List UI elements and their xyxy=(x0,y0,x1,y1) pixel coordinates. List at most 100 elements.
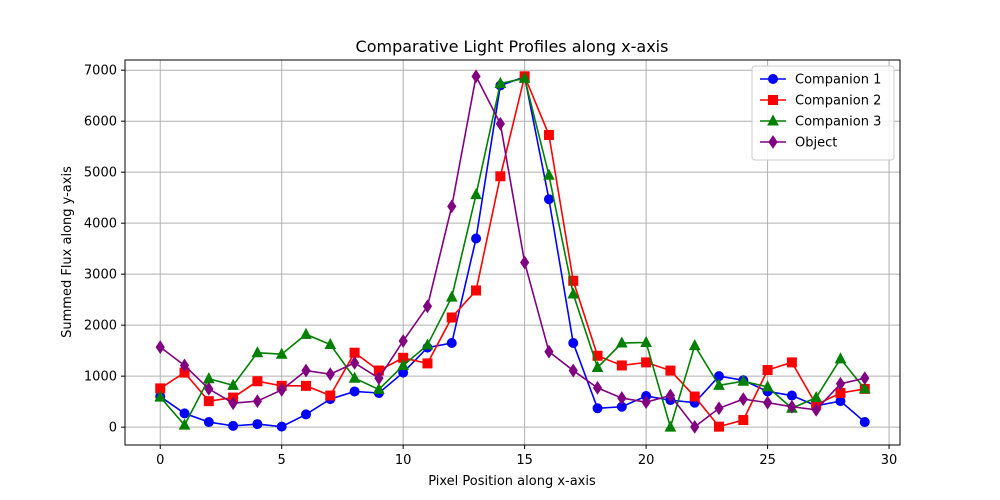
data-point-companion-2 xyxy=(786,357,797,368)
x-axis-label: Pixel Position along x-axis xyxy=(428,474,596,489)
data-point-companion-2 xyxy=(422,358,433,369)
x-tick-label: 25 xyxy=(759,453,776,468)
data-point-companion-1 xyxy=(276,421,287,432)
data-point-object xyxy=(787,399,797,414)
legend-item-companion-3: Companion 3 xyxy=(760,114,881,130)
data-point-object xyxy=(568,363,578,378)
data-point-companion-2 xyxy=(689,391,700,402)
data-point-object xyxy=(179,358,190,373)
data-point-companion-3 xyxy=(494,76,507,88)
data-point-object xyxy=(398,334,408,348)
legend-marker xyxy=(768,135,778,149)
axis-ticks: 0 5 10 15 20 25 30 0 1000 2000 3000 4000 5000 6000 700… xyxy=(84,64,897,468)
data-point-object xyxy=(860,371,870,386)
data-point-object xyxy=(835,376,846,391)
data-point-object xyxy=(374,371,384,386)
data-point-companion-3 xyxy=(178,418,191,430)
data-point-companion-2 xyxy=(543,129,554,140)
data-point-object xyxy=(617,391,627,405)
data-point-companion-3 xyxy=(251,346,264,358)
legend: Companion 1 Companion 2 Companion 3 Object xyxy=(751,65,895,161)
data-point-companion-2 xyxy=(568,275,579,286)
data-point-companion-3 xyxy=(615,336,628,348)
data-point-companion-2 xyxy=(616,360,627,371)
chart-title: Comparative Light Profiles along x-axis xyxy=(356,37,669,56)
data-point-companion-3 xyxy=(858,382,871,394)
x-tick-label: 30 xyxy=(881,453,898,468)
data-point-object xyxy=(665,388,676,403)
data-point-companion-2 xyxy=(641,357,652,368)
data-point-companion-1 xyxy=(228,420,239,431)
x-tick-label: 5 xyxy=(278,453,286,468)
data-point-object xyxy=(714,401,724,416)
data-point-object xyxy=(811,402,821,417)
data-point-object xyxy=(349,355,360,370)
data-point-companion-2 xyxy=(325,390,336,401)
data-point-object xyxy=(544,344,554,359)
data-point-companion-1 xyxy=(859,417,870,428)
data-point-companion-3 xyxy=(688,338,701,351)
data-point-companion-2 xyxy=(762,365,773,376)
y-tick-label: 7000 xyxy=(84,64,117,79)
data-point-object xyxy=(495,116,505,131)
data-point-object xyxy=(738,392,748,407)
data-point-companion-3 xyxy=(300,327,312,339)
legend-marker xyxy=(767,114,779,126)
data-point-companion-1 xyxy=(568,338,579,349)
legend-label: Object xyxy=(795,136,837,151)
y-tick-label: 2000 xyxy=(84,319,117,334)
data-point-object xyxy=(471,69,481,84)
data-point-companion-3 xyxy=(834,352,847,364)
data-point-companion-1 xyxy=(203,417,214,428)
data-point-object xyxy=(204,382,214,396)
data-point-object xyxy=(690,419,700,434)
data-point-companion-2 xyxy=(738,415,749,426)
data-point-companion-2 xyxy=(349,347,360,358)
data-point-companion-3 xyxy=(591,360,604,372)
data-point-companion-3 xyxy=(567,287,580,299)
data-point-object xyxy=(155,340,165,354)
data-point-companion-3 xyxy=(810,391,823,403)
data-point-object xyxy=(301,363,311,378)
y-tick-label: 5000 xyxy=(84,166,117,181)
legend-marker xyxy=(768,74,778,84)
data-point-object xyxy=(325,367,335,382)
data-point-companion-1 xyxy=(543,194,554,205)
data-point-object xyxy=(447,199,457,214)
data-point-companion-3 xyxy=(518,71,531,83)
y-axis-label: Summed Flux along y-axis xyxy=(60,166,75,338)
data-point-companion-1 xyxy=(179,408,190,419)
legend-marker xyxy=(768,95,778,105)
series-object xyxy=(155,69,870,434)
data-point-companion-2 xyxy=(300,380,311,391)
data-point-companion-2 xyxy=(446,312,457,323)
legend-item-companion-2: Companion 2 xyxy=(760,94,881,109)
data-point-companion-2 xyxy=(252,376,263,387)
data-point-companion-3 xyxy=(373,382,385,394)
y-tick-label: 3000 xyxy=(84,268,117,283)
data-point-companion-3 xyxy=(640,335,652,348)
data-point-companion-3 xyxy=(275,347,288,359)
data-point-object xyxy=(592,380,603,395)
x-tick-label: 15 xyxy=(516,453,533,468)
data-point-companion-3 xyxy=(202,372,215,384)
data-point-companion-3 xyxy=(154,390,167,402)
data-point-object xyxy=(762,395,773,410)
data-point-companion-2 xyxy=(471,285,482,296)
data-point-object xyxy=(520,255,530,270)
series-companion-3 xyxy=(154,71,871,432)
data-point-companion-2 xyxy=(714,421,725,432)
data-point-companion-1 xyxy=(592,403,603,414)
legend-label: Companion 3 xyxy=(795,115,881,130)
plot-frame xyxy=(124,59,901,446)
data-point-companion-1 xyxy=(835,396,846,407)
x-tick-label: 10 xyxy=(395,453,412,468)
legend-label: Companion 2 xyxy=(795,94,881,109)
x-tick-label: 0 xyxy=(156,453,164,468)
data-point-companion-2 xyxy=(665,365,676,376)
data-point-companion-3 xyxy=(713,378,725,390)
data-point-object xyxy=(641,395,651,410)
y-tick-label: 4000 xyxy=(84,217,117,232)
data-point-companion-1 xyxy=(786,390,797,401)
